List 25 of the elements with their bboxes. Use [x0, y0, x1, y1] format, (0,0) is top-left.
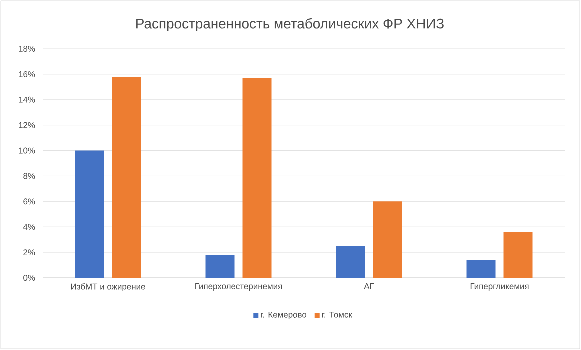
chart-title: Распространенность метаболических ФР ХНИЗ: [136, 18, 444, 32]
y-tick-label: 0%: [24, 275, 36, 281]
bar: [466, 260, 496, 278]
y-tick-label: 16%: [19, 71, 36, 78]
x-tick-label: ИзбМТ и ожирение: [71, 284, 146, 292]
bar: [75, 150, 104, 278]
bar: [206, 255, 235, 278]
y-tick-label: 4%: [23, 224, 36, 230]
bar: [504, 232, 533, 278]
y-tick-label: 2%: [24, 250, 36, 256]
y-tick-label: 8%: [24, 173, 36, 180]
y-tick-label: 14%: [19, 96, 36, 103]
y-tick-label: 6%: [24, 198, 36, 205]
y-tick-label: 10%: [19, 148, 36, 154]
x-tick-label: Гипергликемия: [470, 284, 529, 292]
x-tick-label: Гиперхолестеринемия: [196, 284, 282, 292]
bar: [373, 202, 402, 278]
bar: [336, 246, 366, 278]
y-tick-label: 18%: [19, 46, 36, 52]
x-tick-label: АГ: [364, 284, 374, 290]
bar: [112, 76, 142, 278]
y-tick-label: 12%: [19, 122, 36, 128]
bar: [242, 78, 272, 278]
legend-label: г. Кемерово: [261, 312, 307, 320]
legend-label: г. Томск: [322, 312, 352, 318]
